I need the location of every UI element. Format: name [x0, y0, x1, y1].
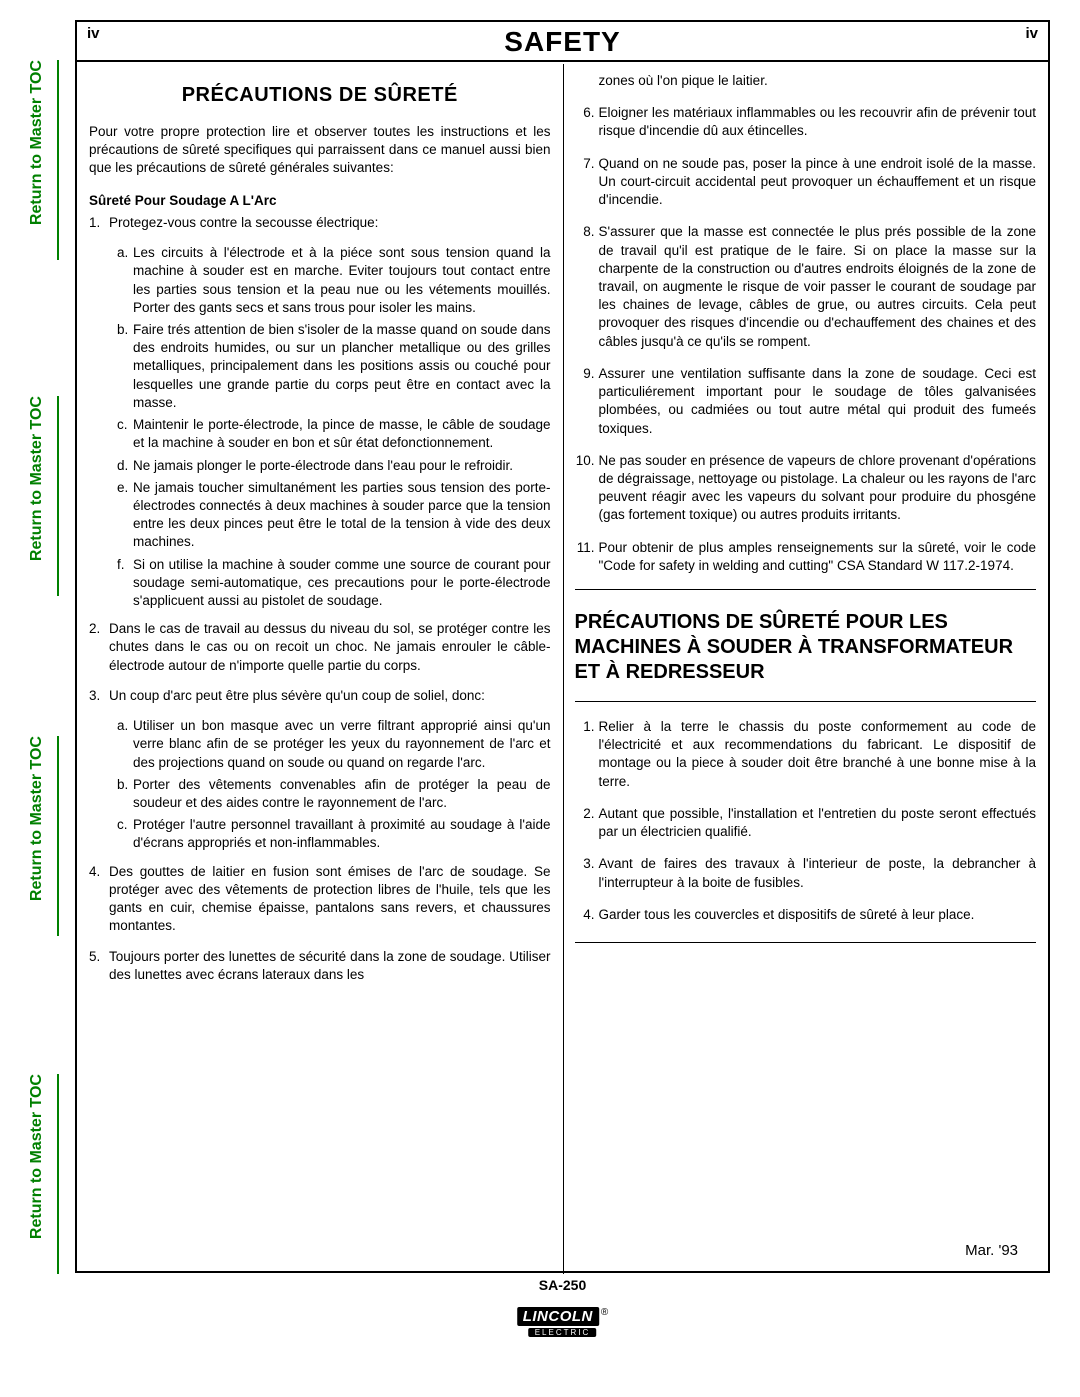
page-number-left: iv	[87, 25, 100, 42]
brand-top: LINCOLN	[517, 1307, 599, 1326]
list-item: 1. Protegez-vous contre la secousse élec…	[89, 214, 551, 232]
brand-bottom: ELECTRIC	[528, 1328, 596, 1337]
sub-heading: Sûreté Pour Soudage A L'Arc	[89, 192, 551, 210]
item-text: Un coup d'arc peut être plus sévère qu'u…	[109, 687, 551, 705]
item-number: 10.	[575, 452, 599, 525]
list-item: 3.Avant de faires des travaux à l'interi…	[575, 855, 1037, 891]
sub-text: Protéger l'autre personnel travaillant à…	[133, 816, 551, 852]
item-number: 11.	[575, 539, 599, 575]
toc-link[interactable]: Return to Master TOC	[28, 736, 46, 901]
list-item: 2.Autant que possible, l'installation et…	[575, 805, 1037, 841]
list-item: 9.Assurer une ventilation suffisante dan…	[575, 365, 1037, 438]
toc-link-line	[57, 1074, 59, 1274]
sub-letter: e.	[117, 479, 133, 552]
list-item: 3. Un coup d'arc peut être plus sévère q…	[89, 687, 551, 705]
item-number: 2.	[575, 805, 599, 841]
sub-letter: c.	[117, 816, 133, 852]
list-item: 4.Garder tous les couvercles et disposit…	[575, 906, 1037, 924]
item-number: 4.	[575, 906, 599, 924]
item-text: Assurer une ventilation suffisante dans …	[599, 365, 1037, 438]
item-text: Garder tous les couvercles et dispositif…	[599, 906, 1037, 924]
item-text: Pour obtenir de plus amples renseignemen…	[599, 539, 1037, 575]
sub-text: Ne jamais toucher simultanément les part…	[133, 479, 551, 552]
item-number: 1.	[575, 718, 599, 791]
sub-text: Utiliser un bon masque avec un verre fil…	[133, 717, 551, 772]
list-item: 2. Dans le cas de travail au dessus du n…	[89, 620, 551, 675]
list-item: 6.Eloigner les matériaux inflammables ou…	[575, 104, 1037, 140]
item-text: Toujours porter des lunettes de sécurité…	[109, 948, 551, 984]
item-number: 7.	[575, 155, 599, 210]
sub-letter: f.	[117, 556, 133, 611]
sub-list: a.Utiliser un bon masque avec un verre f…	[117, 717, 551, 853]
sub-text: Les circuits à l'électrode et à la piéce…	[133, 244, 551, 317]
item-number: 6.	[575, 104, 599, 140]
sub-letter: b.	[117, 776, 133, 812]
section-rule	[575, 701, 1037, 702]
list-item: 5. Toujours porter des lunettes de sécur…	[89, 948, 551, 984]
sub-text: Porter des vêtements convenables afin de…	[133, 776, 551, 812]
sub-text: Faire trés attention de bien s'isoler de…	[133, 321, 551, 412]
item-number: 8.	[575, 223, 599, 351]
item-number: 4.	[89, 863, 109, 936]
section-rule	[575, 942, 1037, 943]
sub-text: Maintenir le porte-électrode, la pince d…	[133, 416, 551, 452]
item-number: 9.	[575, 365, 599, 438]
sub-letter: b.	[117, 321, 133, 412]
column-divider	[563, 64, 564, 1274]
sub-letter: d.	[117, 457, 133, 475]
item-text: Quand on ne soude pas, poser la pince à …	[599, 155, 1037, 210]
sub-text: Si on utilise la machine à souder comme …	[133, 556, 551, 611]
footer-date: Mar. '93	[965, 1241, 1018, 1261]
item-text: Avant de faires des travaux à l'interieu…	[599, 855, 1037, 891]
item-number: 5.	[89, 948, 109, 984]
model-number: SA-250	[539, 1277, 586, 1293]
intro-text: Pour votre propre protection lire et obs…	[89, 123, 551, 178]
section-heading-2: PRÉCAUTIONS DE SÛRETÉ POUR LES MACHINES …	[575, 610, 1037, 685]
toc-link-line	[57, 60, 59, 260]
page-number-right: iv	[1025, 25, 1038, 42]
page-title: SAFETY	[77, 22, 1048, 60]
item-number: 3.	[575, 855, 599, 891]
item-number: 2.	[89, 620, 109, 675]
brand-logo: LINCOLN® ELECTRIC	[517, 1307, 609, 1337]
list-item: 4. Des gouttes de laitier en fusion sont…	[89, 863, 551, 936]
item-text: Ne pas souder en présence de vapeurs de …	[599, 452, 1037, 525]
continuation-text: zones où l'on pique le laitier.	[599, 72, 1037, 90]
item-text: Protegez-vous contre la secousse électri…	[109, 214, 551, 232]
item-number: 1.	[89, 214, 109, 232]
list-item: 10.Ne pas souder en présence de vapeurs …	[575, 452, 1037, 525]
sub-text: Ne jamais plonger le porte-électrode dan…	[133, 457, 551, 475]
item-number: 3.	[89, 687, 109, 705]
page-frame: iv iv SAFETY PRÉCAUTIONS DE SÛRETÉ Pour …	[75, 20, 1050, 1273]
sub-letter: a.	[117, 717, 133, 772]
registered-icon: ®	[601, 1307, 608, 1318]
list-item: 11.Pour obtenir de plus amples renseigne…	[575, 539, 1037, 575]
toc-link[interactable]: Return to Master TOC	[28, 396, 46, 561]
right-column: zones où l'on pique le laitier. 6.Eloign…	[575, 72, 1037, 984]
list-item: 7.Quand on ne soude pas, poser la pince …	[575, 155, 1037, 210]
item-text: Autant que possible, l'installation et l…	[599, 805, 1037, 841]
sub-letter: c.	[117, 416, 133, 452]
item-text: Dans le cas de travail au dessus du nive…	[109, 620, 551, 675]
sub-letter: a.	[117, 244, 133, 317]
item-text: Eloigner les matériaux inflammables ou l…	[599, 104, 1037, 140]
toc-link[interactable]: Return to Master TOC	[28, 60, 46, 225]
left-column: PRÉCAUTIONS DE SÛRETÉ Pour votre propre …	[89, 72, 551, 984]
list-item: 1.Relier à la terre le chassis du poste …	[575, 718, 1037, 791]
toc-link[interactable]: Return to Master TOC	[28, 1074, 46, 1239]
item-text: S'assurer que la masse est connectée le …	[599, 223, 1037, 351]
toc-link-line	[57, 736, 59, 936]
section-heading: PRÉCAUTIONS DE SÛRETÉ	[89, 82, 551, 109]
item-text: Des gouttes de laitier en fusion sont ém…	[109, 863, 551, 936]
list-item: 8.S'assurer que la masse est connectée l…	[575, 223, 1037, 351]
toc-link-line	[57, 396, 59, 596]
section-rule	[575, 589, 1037, 590]
item-text: Relier à la terre le chassis du poste co…	[599, 718, 1037, 791]
sub-list: a.Les circuits à l'électrode et à la pié…	[117, 244, 551, 610]
